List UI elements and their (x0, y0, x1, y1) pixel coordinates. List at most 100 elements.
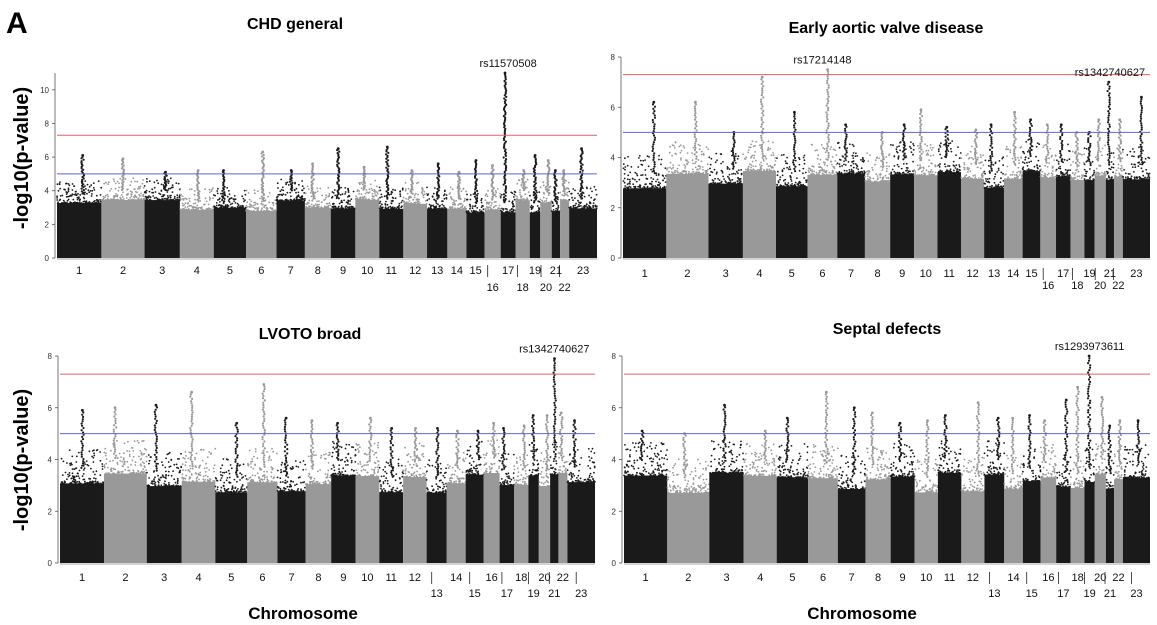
chromosome-snp-mass (403, 203, 428, 258)
snp-point (984, 182, 986, 185)
snp-point (827, 140, 830, 143)
snp-point (83, 467, 86, 470)
snp-point (794, 159, 797, 162)
chromosome-snp-mass (1084, 180, 1095, 258)
snp-point (793, 115, 796, 118)
snp-point (105, 472, 108, 475)
snp-point (634, 178, 636, 181)
snp-point (288, 180, 292, 183)
snp-point (940, 142, 942, 145)
snp-point (1089, 164, 1092, 167)
snp-point (1145, 168, 1148, 171)
snp-point (397, 206, 400, 208)
snp-point (345, 201, 348, 204)
snp-point (557, 206, 560, 209)
snp-point (154, 408, 157, 411)
snp-point (1140, 109, 1143, 112)
snp-point (653, 136, 657, 139)
snp-point (544, 186, 547, 189)
chromosome-snp-mass (146, 486, 182, 563)
snp-point (178, 196, 181, 199)
snp-point (216, 192, 219, 195)
snp-point (337, 184, 340, 187)
snp-point (157, 198, 160, 201)
snp-point (1069, 175, 1072, 178)
snp-point (926, 144, 929, 147)
snp-point (268, 192, 271, 194)
snp-point (857, 168, 860, 171)
snp-point (867, 160, 870, 163)
snp-point (469, 204, 472, 207)
snp-point (430, 207, 432, 210)
snp-point (646, 155, 649, 158)
snp-point (530, 199, 533, 202)
snp-point (1071, 177, 1073, 180)
snp-point (305, 203, 307, 205)
snp-point (1013, 136, 1016, 139)
snp-point (70, 201, 73, 204)
snp-point (550, 210, 553, 213)
snp-point (982, 154, 984, 157)
snp-point (588, 206, 591, 209)
snp-point (1106, 89, 1109, 93)
snp-point (761, 156, 764, 159)
snp-point (85, 460, 88, 462)
snp-point (347, 203, 349, 205)
snp-point (190, 208, 193, 211)
snp-point (245, 204, 248, 207)
snp-point (196, 191, 200, 194)
snp-point (919, 112, 922, 116)
snp-point (199, 200, 202, 202)
chromosome-snp-mass (807, 174, 838, 258)
snp-point (1075, 144, 1078, 147)
snp-point (1140, 156, 1143, 159)
snp-point (835, 154, 838, 156)
snp-point (153, 453, 156, 456)
snp-point (122, 191, 124, 194)
snp-point (224, 204, 227, 207)
snp-point (92, 471, 95, 473)
snp-point (175, 463, 178, 466)
snp-point (133, 440, 136, 442)
snp-point (104, 447, 107, 450)
snp-point (501, 211, 503, 214)
snp-point (760, 82, 763, 85)
snp-point (395, 207, 398, 210)
snp-point (655, 186, 658, 189)
snp-point (985, 178, 987, 180)
snp-point (469, 194, 472, 196)
snp-point (404, 188, 407, 190)
snp-point (261, 207, 263, 210)
snp-point (934, 164, 936, 167)
snp-point (589, 202, 591, 205)
snp-point (1093, 169, 1095, 172)
snp-point (371, 195, 374, 197)
snp-point (379, 205, 382, 208)
chromosome-snp-mass (447, 208, 467, 258)
snp-point (832, 165, 835, 168)
snp-point (1106, 121, 1110, 124)
snp-point (417, 193, 419, 196)
snp-point (885, 177, 888, 179)
snp-point (114, 182, 117, 185)
snp-point (134, 461, 137, 463)
snp-point (1033, 165, 1036, 168)
snp-point (64, 481, 67, 484)
snp-peak-point (385, 145, 389, 149)
snp-point (797, 184, 800, 187)
snp-point (579, 170, 582, 174)
snp-point (918, 150, 921, 153)
snp-point (80, 170, 83, 173)
snp-point (154, 442, 157, 445)
snp-point (674, 171, 676, 174)
snp-point (180, 452, 182, 455)
snp-point (1119, 138, 1122, 141)
snp-point (78, 196, 80, 199)
snp-point (461, 204, 464, 207)
snp-point (1122, 178, 1125, 181)
snp-point (650, 187, 653, 189)
snp-point (504, 148, 507, 151)
snp-point (996, 186, 998, 189)
snp-point (929, 147, 932, 149)
